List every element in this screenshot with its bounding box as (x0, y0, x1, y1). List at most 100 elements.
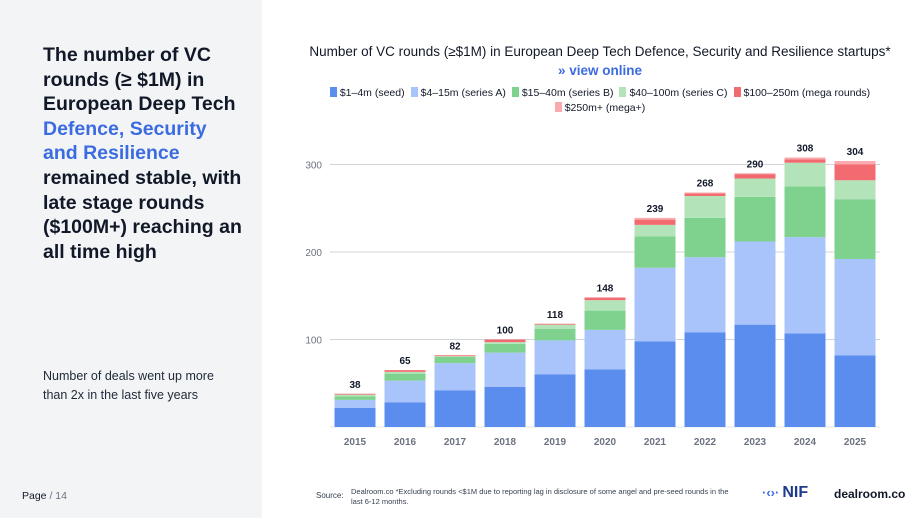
bar-segment (784, 162, 826, 187)
stacked-bar-chart: 100 200 300 38 2015 65 2016 82 2017 100 2018 118 201… (305, 144, 880, 448)
bar-segment (434, 356, 476, 357)
bar-segment (684, 257, 726, 333)
headline: The number of VC rounds (≥ $1M) in Europ… (43, 43, 243, 264)
x-tick-label: 2024 (794, 437, 817, 448)
total-label: 304 (847, 147, 864, 158)
x-tick-label: 2025 (844, 437, 867, 448)
total-label: 38 (349, 380, 361, 391)
link-text: view online (569, 63, 643, 78)
view-online-link[interactable]: » view online (558, 63, 642, 78)
bar-segment (384, 370, 426, 372)
legend-item: $4–15m (series A) (410, 86, 506, 101)
bar-segment (334, 393, 376, 395)
bar-segment (684, 217, 726, 258)
legend-swatch (511, 87, 519, 97)
bar-segment (684, 196, 726, 218)
bar-segment (684, 332, 726, 427)
bar-segment (734, 174, 776, 179)
bar-segment (334, 396, 376, 400)
legend-swatch (329, 87, 337, 97)
bar-segment (484, 352, 526, 387)
legend-label: $4–15m (series A) (420, 87, 506, 99)
legend-swatch (733, 87, 741, 97)
total-label: 268 (697, 179, 714, 190)
total-label: 308 (797, 144, 814, 155)
x-tick-label: 2022 (694, 437, 717, 448)
bar-segment (534, 374, 576, 427)
total-label: 239 (647, 204, 664, 215)
legend-item: $100–250m (mega rounds) (733, 86, 871, 101)
bar-segment (634, 236, 676, 268)
chart-title: Number of VC rounds (≥$1M) in European D… (305, 42, 895, 80)
bar-segment (584, 300, 626, 311)
bar-segment (334, 399, 376, 408)
y-tick-label: 100 (305, 336, 322, 347)
legend-item: $15–40m (series B) (511, 86, 613, 101)
bar-segment (434, 363, 476, 391)
bar-segment (634, 219, 676, 225)
subtext: Number of deals went up more than 2x in … (43, 369, 214, 402)
nif-logo: ·‹›· NIF (762, 484, 808, 502)
bar-segment (784, 157, 826, 160)
bar-segment (384, 371, 426, 374)
bar-segment (334, 394, 376, 397)
total-label: 290 (747, 159, 764, 170)
bar-segment (634, 224, 676, 237)
bar-segment (434, 357, 476, 364)
headline-part1: The number of VC rounds (≥ $1M) in Europ… (43, 44, 236, 116)
bar-segment (484, 386, 526, 427)
legend-item: $250m+ (mega+) (554, 101, 646, 116)
legend-item: $40–100m (series C) (619, 86, 728, 101)
x-tick-label: 2018 (494, 437, 517, 448)
bar-segment (734, 241, 776, 325)
bar-segment (384, 373, 426, 381)
bar-segment (484, 342, 526, 344)
bar-segment (734, 173, 776, 175)
chart-title-text: Number of VC rounds (≥$1M) in European D… (309, 44, 891, 59)
y-tick-label: 200 (305, 248, 322, 259)
total-label: 148 (597, 284, 614, 295)
page-separator: / (49, 490, 53, 502)
total-label: 82 (449, 341, 461, 352)
bar-segment (784, 237, 826, 334)
bar-segment (834, 180, 876, 200)
total-label: 100 (497, 326, 514, 337)
bar-segment (334, 407, 376, 427)
bar-segment (634, 341, 676, 427)
headline-part2: remained stable, with late stage rounds … (43, 166, 242, 263)
bar-segment (584, 369, 626, 427)
bar-segment (584, 297, 626, 301)
bar-segment (534, 323, 576, 325)
bar-segment (434, 390, 476, 427)
left-panel (0, 0, 262, 518)
legend-swatch (619, 87, 627, 97)
bar-segment (834, 355, 876, 427)
bar-segment (384, 402, 426, 427)
bar-segment (484, 343, 526, 353)
bar-segment (384, 380, 426, 403)
link-arrow: » (557, 63, 566, 78)
source-label: Source: (316, 491, 344, 500)
legend-label: $40–100m (series C) (629, 87, 728, 99)
total-label: 65 (399, 356, 411, 367)
legend-item: $1–4m (seed) (329, 86, 405, 101)
bar-segment (784, 186, 826, 238)
bar-segment (584, 310, 626, 330)
y-tick-label: 300 (305, 161, 322, 172)
chart-legend: $1–4m (seed) $4–15m (series A) $15–40m (se… (300, 86, 900, 116)
x-tick-label: 2021 (644, 437, 667, 448)
legend-swatch (410, 87, 418, 97)
x-tick-label: 2023 (744, 437, 767, 448)
legend-label: $100–250m (mega rounds) (743, 87, 871, 99)
headline-highlight: Defence, Security and Resilience (43, 117, 207, 165)
bar-segment (534, 324, 576, 329)
legend-label: $250m+ (mega+) (564, 102, 646, 114)
bar-segment (484, 339, 526, 343)
bar-segment (734, 324, 776, 427)
bar-segment (634, 217, 676, 220)
bar-segment (584, 329, 626, 370)
x-tick-label: 2019 (544, 437, 567, 448)
total-label: 118 (547, 310, 564, 321)
bar-segment (734, 178, 776, 197)
bar-segment (834, 259, 876, 356)
